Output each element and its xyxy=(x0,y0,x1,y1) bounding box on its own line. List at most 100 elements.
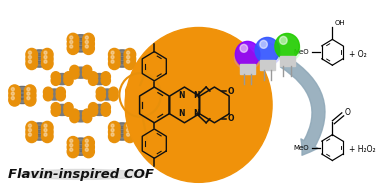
Circle shape xyxy=(111,55,114,59)
Circle shape xyxy=(101,72,110,81)
Circle shape xyxy=(125,27,272,182)
Circle shape xyxy=(127,124,130,127)
Circle shape xyxy=(101,103,110,112)
Circle shape xyxy=(124,121,136,134)
Circle shape xyxy=(240,44,248,52)
Circle shape xyxy=(24,94,36,106)
Ellipse shape xyxy=(94,80,105,85)
Text: N: N xyxy=(194,92,200,100)
Circle shape xyxy=(11,88,14,91)
Circle shape xyxy=(108,130,120,143)
Circle shape xyxy=(27,96,30,100)
Ellipse shape xyxy=(32,127,47,132)
Circle shape xyxy=(125,94,137,106)
Circle shape xyxy=(85,144,88,147)
Circle shape xyxy=(24,85,36,97)
Ellipse shape xyxy=(49,92,60,97)
Circle shape xyxy=(56,87,65,97)
Ellipse shape xyxy=(56,77,68,81)
Circle shape xyxy=(125,85,137,97)
Circle shape xyxy=(124,57,136,70)
Text: N: N xyxy=(194,109,200,118)
Circle shape xyxy=(124,126,136,138)
Ellipse shape xyxy=(75,71,87,75)
Text: OH: OH xyxy=(334,20,345,26)
Circle shape xyxy=(26,53,37,65)
Circle shape xyxy=(44,60,47,63)
Ellipse shape xyxy=(56,104,68,108)
Circle shape xyxy=(70,148,73,151)
Circle shape xyxy=(70,40,73,44)
Circle shape xyxy=(127,128,130,132)
Ellipse shape xyxy=(73,142,88,147)
Circle shape xyxy=(96,87,105,97)
Circle shape xyxy=(11,92,14,95)
Circle shape xyxy=(67,42,79,55)
Circle shape xyxy=(70,69,79,79)
Circle shape xyxy=(26,130,37,143)
Circle shape xyxy=(51,103,60,112)
Circle shape xyxy=(83,42,94,55)
Ellipse shape xyxy=(94,74,105,78)
Ellipse shape xyxy=(32,54,47,59)
Ellipse shape xyxy=(114,127,130,132)
Circle shape xyxy=(64,72,73,81)
Circle shape xyxy=(88,107,98,116)
Circle shape xyxy=(141,89,153,102)
Circle shape xyxy=(42,121,53,134)
Ellipse shape xyxy=(114,123,130,128)
Circle shape xyxy=(67,33,79,45)
Ellipse shape xyxy=(132,90,147,96)
Circle shape xyxy=(82,65,92,75)
Circle shape xyxy=(70,139,73,143)
Circle shape xyxy=(280,36,287,44)
Circle shape xyxy=(124,49,136,61)
Circle shape xyxy=(85,40,88,44)
Circle shape xyxy=(108,49,120,61)
Circle shape xyxy=(51,76,60,85)
Circle shape xyxy=(128,92,131,95)
Circle shape xyxy=(144,96,147,100)
Circle shape xyxy=(85,139,88,143)
Circle shape xyxy=(28,51,31,54)
Circle shape xyxy=(111,51,114,54)
Circle shape xyxy=(111,60,114,63)
Circle shape xyxy=(64,76,73,85)
Ellipse shape xyxy=(73,43,88,48)
Ellipse shape xyxy=(32,123,47,128)
FancyArrowPatch shape xyxy=(280,56,325,155)
FancyBboxPatch shape xyxy=(280,56,295,66)
Ellipse shape xyxy=(114,54,130,59)
Circle shape xyxy=(127,55,130,59)
Circle shape xyxy=(64,103,73,112)
Ellipse shape xyxy=(254,43,280,65)
Ellipse shape xyxy=(73,146,88,151)
Ellipse shape xyxy=(73,39,88,44)
Text: Flavin-inspired COF: Flavin-inspired COF xyxy=(8,168,154,181)
Circle shape xyxy=(26,49,37,61)
Circle shape xyxy=(82,109,92,119)
Circle shape xyxy=(70,113,79,123)
Circle shape xyxy=(83,33,94,45)
Ellipse shape xyxy=(274,39,301,61)
Ellipse shape xyxy=(32,135,47,140)
Ellipse shape xyxy=(49,89,60,93)
Circle shape xyxy=(235,41,260,67)
Circle shape xyxy=(83,146,94,158)
Circle shape xyxy=(96,91,105,101)
Circle shape xyxy=(42,126,53,138)
Text: + O₂: + O₂ xyxy=(349,50,367,59)
Ellipse shape xyxy=(32,50,47,55)
Circle shape xyxy=(88,76,98,85)
Circle shape xyxy=(26,121,37,134)
Circle shape xyxy=(111,133,114,136)
Circle shape xyxy=(82,69,92,79)
Ellipse shape xyxy=(102,96,113,100)
Circle shape xyxy=(44,55,47,59)
Circle shape xyxy=(101,76,110,85)
Ellipse shape xyxy=(94,77,105,81)
Ellipse shape xyxy=(114,131,130,136)
Ellipse shape xyxy=(15,98,30,104)
Circle shape xyxy=(127,133,130,136)
Circle shape xyxy=(28,133,31,136)
